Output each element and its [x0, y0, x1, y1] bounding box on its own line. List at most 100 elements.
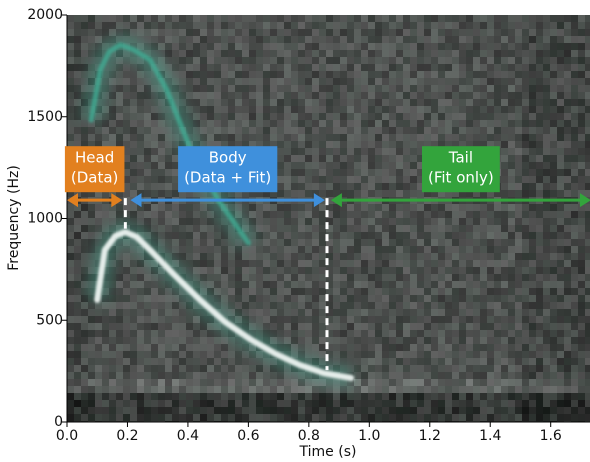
- noise-cell: [368, 71, 375, 78]
- noise-cell: [564, 176, 571, 183]
- noise-cell: [333, 127, 340, 134]
- noise-cell: [459, 260, 466, 267]
- noise-cell: [102, 316, 109, 323]
- noise-cell: [375, 176, 382, 183]
- noise-cell: [515, 15, 522, 22]
- noise-cell: [431, 295, 438, 302]
- noise-cell: [410, 71, 417, 78]
- noise-cell: [214, 92, 221, 99]
- noise-cell: [333, 393, 340, 400]
- noise-cell: [74, 239, 81, 246]
- noise-cell: [438, 50, 445, 57]
- noise-cell: [389, 190, 396, 197]
- noise-cell: [508, 155, 515, 162]
- noise-cell: [396, 358, 403, 365]
- noise-cell: [410, 351, 417, 358]
- noise-cell: [214, 400, 221, 407]
- noise-cell: [410, 15, 417, 22]
- noise-cell: [270, 239, 277, 246]
- noise-cell: [221, 267, 228, 274]
- noise-cell: [347, 253, 354, 260]
- noise-cell: [557, 302, 564, 309]
- noise-cell: [305, 225, 312, 232]
- noise-cell: [354, 22, 361, 29]
- noise-cell: [312, 50, 319, 57]
- noise-cell: [116, 15, 123, 22]
- noise-cell: [410, 29, 417, 36]
- noise-cell: [445, 400, 452, 407]
- noise-cell: [179, 50, 186, 57]
- noise-cell: [585, 379, 590, 386]
- noise-cell: [298, 134, 305, 141]
- noise-cell: [305, 22, 312, 29]
- noise-cell: [375, 141, 382, 148]
- noise-cell: [312, 127, 319, 134]
- noise-cell: [179, 379, 186, 386]
- noise-cell: [284, 281, 291, 288]
- noise-cell: [382, 204, 389, 211]
- noise-cell: [200, 57, 207, 64]
- noise-cell: [382, 337, 389, 344]
- noise-cell: [158, 169, 165, 176]
- noise-cell: [298, 183, 305, 190]
- noise-cell: [333, 176, 340, 183]
- noise-cell: [221, 57, 228, 64]
- noise-cell: [151, 120, 158, 127]
- noise-cell: [501, 22, 508, 29]
- noise-cell: [74, 218, 81, 225]
- noise-cell: [291, 225, 298, 232]
- noise-cell: [123, 358, 130, 365]
- noise-cell: [130, 134, 137, 141]
- noise-cell: [403, 92, 410, 99]
- noise-cell: [452, 253, 459, 260]
- noise-cell: [256, 281, 263, 288]
- noise-cell: [389, 162, 396, 169]
- noise-cell: [501, 218, 508, 225]
- noise-cell: [564, 386, 571, 393]
- noise-cell: [228, 246, 235, 253]
- noise-cell: [193, 316, 200, 323]
- noise-cell: [585, 190, 590, 197]
- noise-cell: [431, 204, 438, 211]
- noise-cell: [473, 57, 480, 64]
- noise-cell: [333, 218, 340, 225]
- noise-cell: [158, 407, 165, 414]
- noise-cell: [200, 36, 207, 43]
- noise-cell: [494, 106, 501, 113]
- noise-cell: [403, 211, 410, 218]
- noise-cell: [445, 85, 452, 92]
- noise-cell: [193, 120, 200, 127]
- noise-cell: [81, 50, 88, 57]
- noise-cell: [116, 386, 123, 393]
- noise-cell: [67, 295, 74, 302]
- noise-cell: [67, 309, 74, 316]
- noise-cell: [158, 358, 165, 365]
- noise-cell: [144, 183, 151, 190]
- noise-cell: [109, 365, 116, 372]
- noise-cell: [445, 22, 452, 29]
- noise-cell: [403, 113, 410, 120]
- noise-cell: [144, 148, 151, 155]
- noise-cell: [494, 365, 501, 372]
- noise-cell: [501, 183, 508, 190]
- noise-cell: [116, 22, 123, 29]
- noise-cell: [543, 183, 550, 190]
- noise-cell: [172, 232, 179, 239]
- noise-cell: [298, 239, 305, 246]
- noise-cell: [242, 400, 249, 407]
- noise-cell: [578, 176, 585, 183]
- noise-cell: [410, 22, 417, 29]
- noise-cell: [438, 344, 445, 351]
- x-tick-label: 0.4: [177, 428, 199, 444]
- noise-cell: [564, 22, 571, 29]
- noise-cell: [179, 365, 186, 372]
- noise-cell: [130, 22, 137, 29]
- noise-cell: [508, 253, 515, 260]
- noise-cell: [361, 183, 368, 190]
- noise-cell: [144, 337, 151, 344]
- noise-cell: [207, 414, 214, 421]
- noise-cell: [340, 57, 347, 64]
- noise-cell: [557, 15, 564, 22]
- noise-cell: [480, 92, 487, 99]
- noise-cell: [522, 106, 529, 113]
